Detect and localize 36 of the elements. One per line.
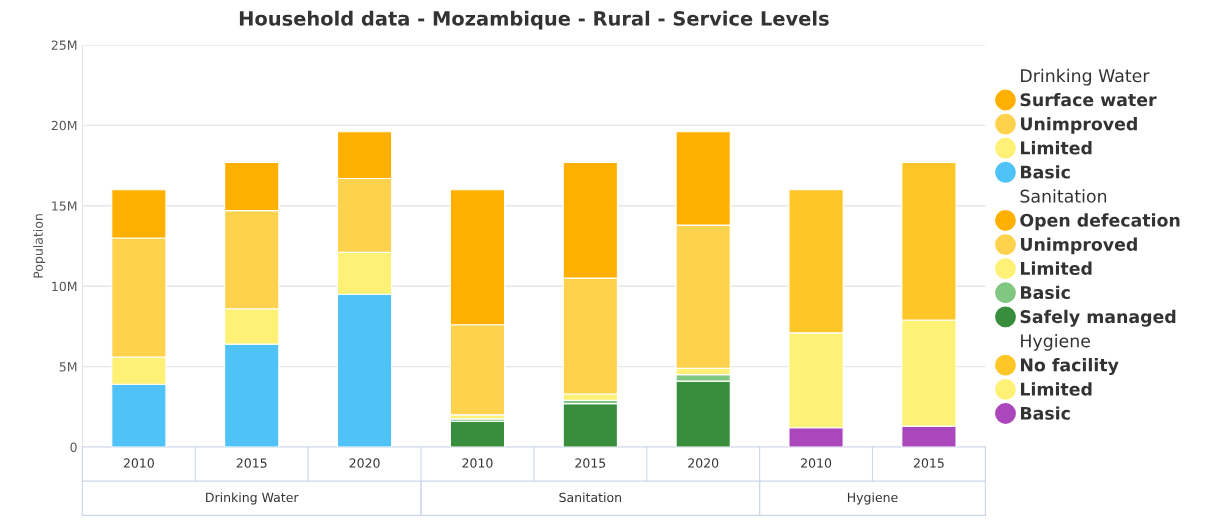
chart-title: Household data - Mozambique - Rural - Service Levels [239, 10, 829, 30]
text: Sanitation [559, 492, 622, 503]
legend-label: Unimproved [1020, 237, 1137, 255]
text: Hygiene [1021, 333, 1090, 351]
x-tick-label: 2020 [688, 458, 719, 468]
y-tick-label: 20M [51, 120, 77, 131]
x-tick-label: 2010 [462, 458, 493, 468]
legend-label: Safely managed [1020, 309, 1176, 327]
legend-label: Open defecation [1020, 213, 1180, 231]
y-tick-label: 0 [70, 442, 77, 452]
text: Drinking Water [1021, 68, 1150, 86]
legend-label: No facility [1020, 358, 1119, 375]
x-tick-label: 2020 [349, 458, 380, 468]
x-tick-label: 2010 [801, 458, 832, 468]
x-tick-label: 2010 [123, 458, 154, 468]
legend-label: Basic [1020, 406, 1070, 420]
y-axis-title: Population [33, 214, 46, 278]
y-tick-label: 5M [59, 362, 77, 372]
bar [449, 420, 506, 448]
y-tick-label: 15M [52, 201, 77, 211]
legend-label: Basic [1020, 165, 1070, 179]
legend-label: Surface water [1020, 92, 1157, 107]
legend-label: Limited [1020, 261, 1092, 275]
x-tick-label: 2015 [236, 458, 267, 468]
legend-label: Basic [1020, 285, 1070, 300]
y-tick-label: 10M [52, 281, 77, 292]
legend-label: Limited [1020, 141, 1092, 155]
legend-label: Unimproved [1020, 116, 1137, 134]
x-tick-label: 2015 [913, 458, 944, 468]
text: Hygiene [847, 492, 898, 505]
x-tick-label: 2015 [575, 458, 606, 468]
y-tick-label: 25M [51, 40, 77, 50]
bar [562, 403, 618, 448]
legend-label: Limited [1020, 382, 1092, 396]
text: Drinking Water [206, 492, 299, 505]
text: Sanitation [1020, 189, 1107, 203]
